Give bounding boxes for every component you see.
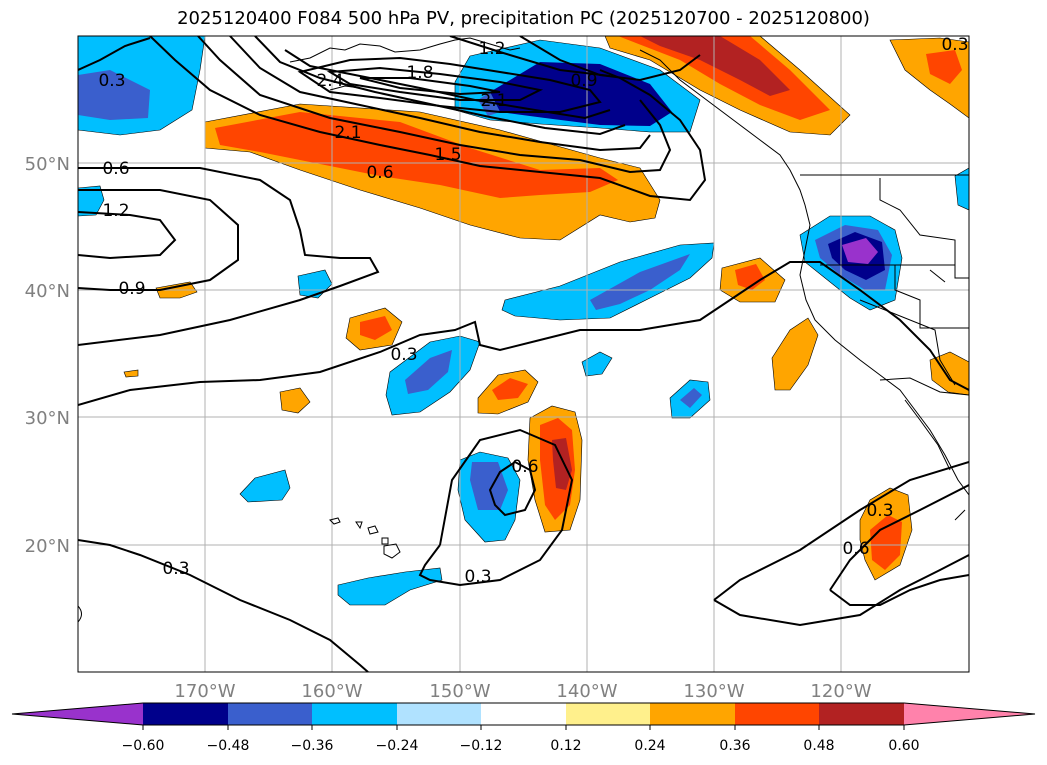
coastlines: [78, 37, 969, 623]
colorbar-right-extend: [904, 703, 1035, 725]
contour-label: 0.3: [866, 501, 893, 521]
red-patch-130w-40n: [735, 264, 765, 290]
blue-patch-140w-34n: [581, 351, 613, 377]
red-cell-se: [870, 515, 902, 570]
darkblue-rim-gulf: [478, 92, 500, 116]
blue-patch-153w-18n: [337, 567, 443, 606]
darkblue-patch-135w-30n: [680, 388, 702, 408]
orange-patch-123w-32n: [771, 317, 819, 391]
hawaii-islands: [329, 517, 401, 559]
red-band-ne: [618, 36, 830, 120]
lat-label: 40°N: [25, 281, 70, 302]
contour-label: 2.1: [334, 123, 361, 143]
colorbar-segment: [735, 703, 819, 725]
contour-label: 0.9: [118, 279, 145, 299]
colorbar-segment: [143, 703, 228, 725]
colorbar-tick-label: −0.60: [122, 738, 165, 754]
colorbar-tick-label: 0.48: [803, 738, 834, 754]
contour-label: 0.6: [366, 163, 393, 183]
colorbar-ticks: [142, 725, 905, 730]
pv-contours: [78, 36, 969, 672]
contour-label: 2.1: [480, 91, 507, 111]
contour-label: 1.2: [102, 201, 129, 221]
blue-patch-166w-24n: [239, 469, 291, 503]
colorbar-tick-label: 0.24: [634, 738, 665, 754]
lon-axis-labels: 170°W 160°W 150°W 140°W 130°W 120°W: [174, 681, 871, 702]
colorbar-segment: [397, 703, 481, 725]
contour-label: 0.9: [570, 71, 597, 91]
contour-label: 1.5: [434, 145, 461, 165]
darkred-band-ne: [640, 36, 790, 96]
contour-label: 0.3: [390, 345, 417, 365]
colorbar-tick-labels: −0.60 −0.48 −0.36 −0.24 −0.12 0.12 0.24 …: [122, 738, 920, 754]
colorbar-tick-label: −0.36: [291, 738, 334, 754]
contour-labels: 0.3 0.6 1.2 0.9 2.1 0.6 1.8 1.2 2.4 2.1 …: [98, 35, 968, 587]
colorbar-segment: [650, 703, 735, 725]
lat-label: 20°N: [25, 536, 70, 557]
gridlines: [78, 36, 969, 672]
colorbar-segment: [566, 703, 650, 725]
purple-patch-nevada: [842, 238, 878, 264]
darkblue-patch-nw: [78, 70, 150, 120]
blue-band-central: [501, 242, 715, 321]
lon-label: 150°W: [429, 681, 490, 702]
colorbar-left-extend: [12, 703, 143, 725]
contour-label: 0.6: [511, 457, 538, 477]
contour-label: 0.3: [162, 559, 189, 579]
lon-label: 160°W: [301, 681, 362, 702]
colorbar-tick-label: −0.48: [207, 738, 250, 754]
colorbar: [11, 702, 1036, 726]
colorbar-tick-label: 0.60: [888, 738, 919, 754]
contour-label: 0.6: [102, 159, 129, 179]
contour-label: 1.2: [478, 39, 505, 59]
red-patch-ne-corner: [926, 50, 962, 84]
colorbar-tick-label: 0.36: [719, 738, 750, 754]
darkblue-patch-150w-35n: [405, 350, 452, 394]
contour-label: 0.3: [941, 35, 968, 55]
blue-patch-ne-coast: [954, 167, 969, 211]
blue-patch-w: [78, 185, 105, 217]
lon-label: 170°W: [174, 681, 235, 702]
lon-label: 120°W: [810, 681, 871, 702]
orange-patch-tiny-w: [123, 369, 139, 378]
colorbar-segment: [228, 703, 312, 725]
lat-label: 30°N: [25, 408, 70, 429]
colorbar-segment: [312, 703, 397, 725]
colorbar-segment: [819, 703, 904, 725]
contour-label: 0.3: [464, 567, 491, 587]
contour-label: 1.8: [406, 63, 433, 83]
red-band-north: [215, 112, 618, 198]
colorbar-tick-label: −0.24: [376, 738, 419, 754]
plot-area: 0.3 0.6 1.2 0.9 2.1 0.6 1.8 1.2 2.4 2.1 …: [78, 35, 969, 672]
lon-label: 140°W: [556, 681, 617, 702]
contour-label: 0.6: [842, 539, 869, 559]
darkblue-band-central: [590, 254, 690, 310]
red-patch-155w-37n: [360, 316, 392, 340]
lat-label: 50°N: [25, 154, 70, 175]
lat-axis-labels: 50°N 40°N 30°N 20°N: [25, 154, 70, 557]
colorbar-tick-label: 0.12: [550, 738, 581, 754]
colorbar-tick-label: −0.12: [460, 738, 503, 754]
map-title: 2025120400 F084 500 hPa PV, precipitatio…: [177, 8, 870, 29]
plot-frame: [77, 35, 970, 673]
orange-patch-160w-30n: [279, 387, 311, 414]
lon-label: 130°W: [683, 681, 744, 702]
colorbar-segment: [481, 703, 566, 725]
contour-label: 2.4: [316, 71, 343, 91]
red-patch-143w-33n: [492, 378, 528, 400]
contour-label: 0.3: [98, 71, 125, 91]
